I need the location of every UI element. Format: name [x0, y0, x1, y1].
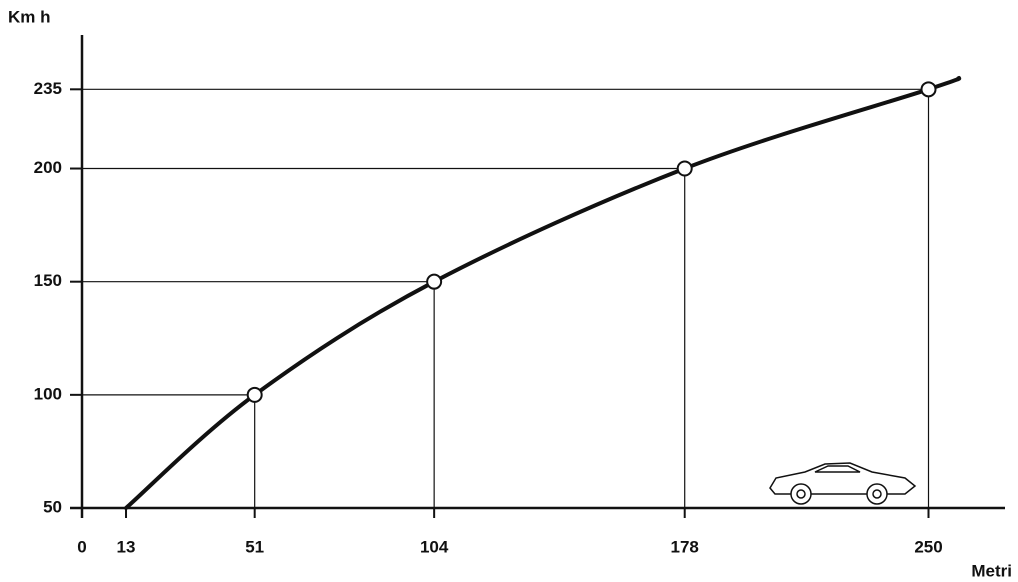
- point-marker: [676, 160, 693, 177]
- x-tick-label: 0: [77, 537, 86, 556]
- car-icon: [769, 462, 917, 505]
- y-tick-label: 150: [34, 271, 62, 290]
- y-tick-label: 50: [43, 497, 62, 516]
- x-tick-label: 51: [245, 537, 264, 556]
- point-marker: [920, 81, 937, 98]
- x-tick-label: 178: [671, 537, 699, 556]
- y-tick-label: 200: [34, 158, 62, 177]
- y-axis-label: Km h: [8, 7, 51, 26]
- curve: [124, 76, 962, 510]
- x-axis-label: Metri: [971, 561, 1012, 580]
- point-marker: [426, 273, 443, 290]
- x-tick-label: 104: [420, 537, 449, 556]
- y-tick-label: 100: [34, 384, 62, 403]
- point-marker: [246, 386, 263, 403]
- y-tick-label: 235: [34, 79, 62, 98]
- x-tick-label: 13: [117, 537, 136, 556]
- x-tick-label: 250: [914, 537, 942, 556]
